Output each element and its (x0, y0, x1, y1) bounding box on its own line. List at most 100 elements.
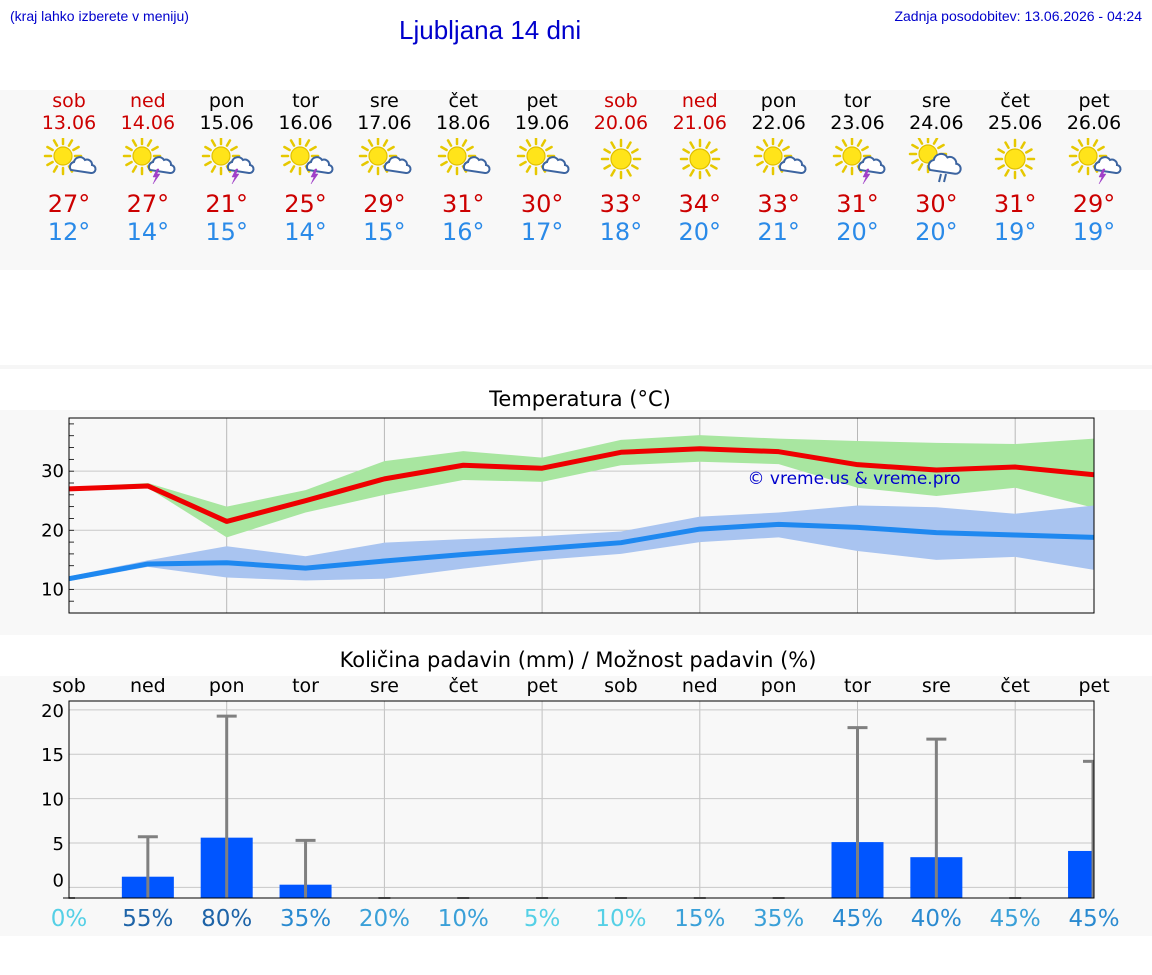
x-day-label: pet (1078, 675, 1109, 697)
y-tick-label: 20 (41, 701, 64, 722)
min-temperature: 21° (757, 218, 800, 246)
precipitation-chart: sob ned pon tor sre čet pet sob ned pon tor sre čet p… (41, 675, 1120, 932)
precipitation-probability: 0% (51, 906, 88, 932)
x-day-label: sre (922, 675, 951, 697)
sun-cloud-lightning-icon (280, 138, 334, 185)
temperature-chart-title: Temperatura (°C) (489, 387, 671, 411)
precipitation-probability: 20% (359, 906, 410, 932)
day-name: pet (1078, 90, 1110, 112)
x-day-label: čet (448, 675, 478, 697)
day-forecast-13: pet 26.06 29° 19° (1044, 90, 1144, 246)
max-temperature-line (68, 446, 1095, 524)
x-day-label: pon (761, 675, 797, 697)
day-forecast-8: ned 21.06 34° 20° (650, 90, 750, 246)
day-forecast-12: čet 25.06 31° 19° (965, 90, 1065, 246)
precipitation-probability: 40% (911, 906, 962, 932)
max-temperature: 27° (126, 190, 170, 218)
day-name: čet (448, 90, 479, 112)
precipitation-probability: 10% (595, 906, 646, 932)
x-day-label: pet (526, 675, 557, 697)
max-temperature: 34° (678, 190, 722, 218)
day-forecast-6: pet 19.06 30° 17° (492, 90, 592, 246)
x-day-label: čet (1000, 675, 1030, 697)
x-day-label: tor (292, 675, 319, 697)
temperature-chart: 10 20 30 © vreme.us & vreme.pro (41, 417, 1095, 614)
x-day-label: tor (844, 675, 871, 697)
x-day-label: ned (130, 675, 166, 697)
day-name: tor (844, 90, 871, 112)
day-date: 19.06 (514, 112, 570, 134)
day-date: 24.06 (909, 112, 964, 134)
day-name: ned (681, 90, 718, 112)
day-date: 20.06 (593, 112, 649, 134)
precipitation-probability: 35% (280, 906, 331, 932)
min-temperature: 12° (47, 218, 91, 246)
precipitation-probability: 45% (832, 906, 883, 932)
precipitation-probability: 55% (122, 906, 173, 932)
location-menu-hint[interactable]: (kraj lahko izberete v meniju) (10, 8, 189, 24)
max-temperature: 31° (836, 190, 879, 218)
min-temperature-line (68, 521, 1095, 582)
x-day-label: sre (370, 675, 399, 697)
day-date: 15.06 (199, 112, 254, 134)
min-temperature: 20° (836, 218, 879, 246)
precipitation-probability: 5% (524, 906, 561, 932)
sun-cloud-lightning-icon (832, 138, 885, 185)
section-divider (0, 365, 1152, 369)
sun-cloud-lightning-icon (1068, 138, 1122, 185)
y-tick-label: 15 (41, 745, 64, 766)
day-date: 13.06 (41, 112, 97, 134)
y-tick-label: 20 (41, 520, 64, 541)
x-day-label: sob (604, 675, 638, 697)
precipitation-probability: 35% (753, 906, 804, 932)
min-temperature: 16° (441, 218, 485, 246)
y-tick-label: 30 (41, 461, 64, 482)
day-forecast-11: sre 24.06 30° 20° (886, 90, 986, 246)
day-date: 18.06 (436, 112, 491, 134)
max-temperature: 30° (915, 190, 958, 218)
day-forecast-7: sob 20.06 33° 18° (571, 90, 671, 246)
min-temperature: 15° (363, 218, 406, 246)
sun-icon (994, 138, 1036, 180)
day-name: sob (604, 90, 638, 112)
plot-frame (68, 700, 1095, 899)
max-temperature: 21° (205, 190, 248, 218)
day-date: 17.06 (357, 112, 412, 134)
max-temperature: 30° (520, 190, 564, 218)
precipitation-probability: 45% (990, 906, 1041, 932)
day-name: pet (526, 90, 558, 112)
min-temperature: 19° (1072, 218, 1116, 246)
page-title: Ljubljana 14 dni (399, 15, 582, 45)
min-temperature: 18° (599, 218, 643, 246)
daily-forecast-strip: sob 13.06 27° 12° ned 14.06 27° 14° pon 15.06 21° 1… (0, 90, 1152, 270)
sun-cloud-icon (516, 138, 570, 176)
min-temperature: 20° (678, 218, 722, 246)
sun-cloud-icon (438, 138, 491, 176)
day-forecast-1: ned 14.06 27° 14° (98, 90, 198, 246)
chart-watermark: © vreme.us & vreme.pro (747, 469, 960, 489)
last-update-timestamp: Zadnja posodobitev: 13.06.2026 - 04:24 (894, 8, 1142, 24)
min-temperature: 14° (284, 218, 327, 246)
y-tick-label: 10 (41, 790, 64, 811)
day-name: sob (52, 90, 86, 112)
day-forecast-4: sre 17.06 29° 15° (334, 90, 434, 246)
x-day-label: sob (52, 675, 86, 697)
precipitation-chart-title: Količina padavin (mm) / Možnost padavin … (339, 648, 817, 672)
min-temperature: 19° (993, 218, 1037, 246)
y-tick-label: 10 (41, 579, 64, 600)
sun-cloud-icon (43, 138, 97, 176)
y-tick-label: 5 (53, 834, 64, 855)
plot-frame (68, 417, 1095, 614)
max-temperature: 31° (993, 190, 1037, 218)
precipitation-probability: 45% (1068, 906, 1119, 932)
min-temperature: 15° (205, 218, 248, 246)
day-date: 21.06 (672, 112, 727, 134)
precipitation-probability: 15% (674, 906, 725, 932)
max-temperature: 29° (1072, 190, 1116, 218)
day-forecast-0: sob 13.06 27° 12° (19, 90, 119, 246)
max-temperature: 33° (757, 190, 800, 218)
max-temperature: 27° (47, 190, 91, 218)
day-date: 16.06 (278, 112, 333, 134)
sun-icon (600, 138, 642, 180)
day-date: 22.06 (751, 112, 806, 134)
